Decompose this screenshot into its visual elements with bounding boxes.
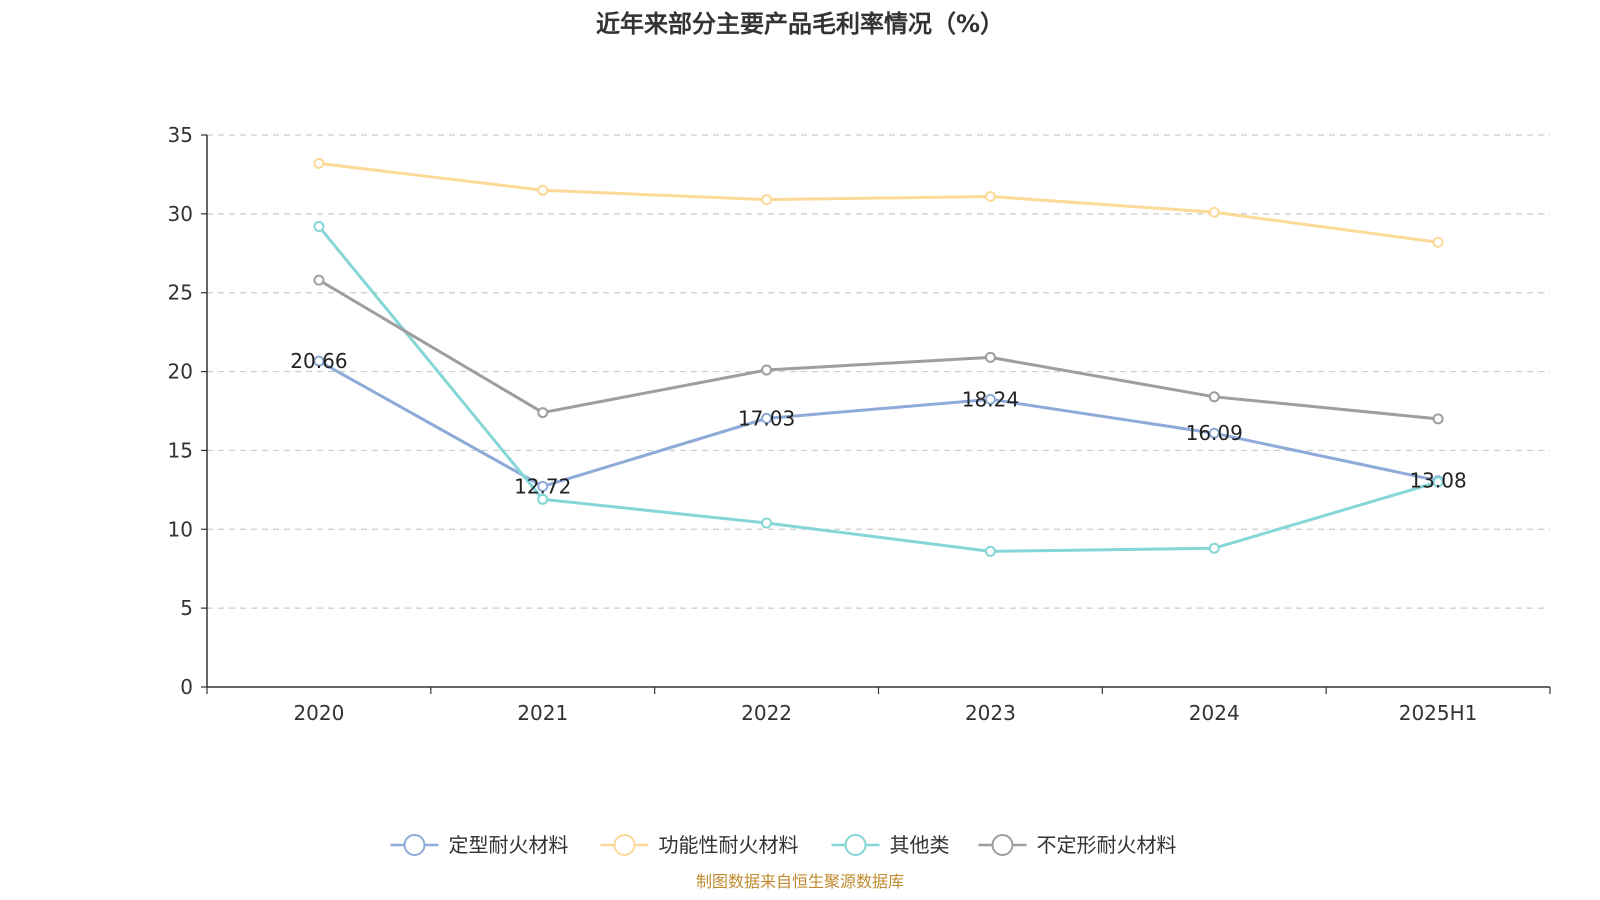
series-lines: [313, 157, 1444, 557]
legend: 定型耐火材料 功能性耐火材料 其他类 不定形耐火材料: [390, 833, 1177, 857]
y-tick-label: 35: [168, 123, 193, 147]
data-point: [1432, 236, 1444, 248]
legend-marker-icon: [613, 834, 636, 856]
series-line-0: [318, 359, 1439, 488]
y-tick-label: 5: [180, 596, 193, 620]
data-point: [984, 393, 996, 405]
data-point: [1208, 542, 1220, 554]
data-point: [1432, 413, 1444, 425]
y-tick-label: 20: [168, 360, 193, 384]
axes: 0 5 10 15 20 25 30 35 2020 2021 2022 2023 2024 2025H1: [168, 123, 1551, 725]
x-tick-label: 2024: [1189, 701, 1240, 725]
data-point: [313, 355, 325, 367]
legend-label: 功能性耐火材料: [659, 833, 799, 857]
data-point: [537, 184, 549, 196]
y-tick-label: 25: [168, 281, 193, 305]
data-point: [1208, 427, 1220, 439]
legend-label: 不定形耐火材料: [1037, 833, 1177, 857]
legend-marker-icon: [991, 834, 1014, 856]
y-tick-label: 10: [168, 517, 193, 541]
data-label: 18.24: [962, 387, 1019, 411]
data-point: [984, 545, 996, 557]
data-point: [537, 480, 549, 492]
x-tick-label: 2022: [741, 701, 792, 725]
legend-label: 其他类: [890, 833, 950, 857]
legend-label: 定型耐火材料: [449, 833, 569, 857]
data-point: [984, 191, 996, 203]
legend-marker-icon: [403, 834, 426, 856]
data-point: [761, 364, 773, 376]
data-point: [313, 274, 325, 286]
data-point: [313, 220, 325, 232]
data-point: [984, 351, 996, 363]
x-tick-label: 2020: [293, 701, 344, 725]
grid-lines: [207, 134, 1550, 609]
data-point: [761, 517, 773, 529]
data-label: 16.09: [1186, 421, 1243, 445]
source-note: 制图数据来自恒生聚源数据库: [696, 872, 904, 891]
data-labels: 20.66 12.72 17.03 18.24 16.09 13.08: [290, 349, 1466, 498]
data-point: [1432, 476, 1444, 488]
data-label: 17.03: [738, 406, 795, 430]
legend-item-1[interactable]: 功能性耐火材料: [600, 833, 799, 857]
data-point: [761, 412, 773, 424]
series-line-2: [317, 225, 1439, 553]
legend-marker-icon: [844, 834, 867, 856]
series-line-1: [318, 161, 1439, 244]
data-point: [761, 194, 773, 206]
data-point: [537, 407, 549, 419]
data-point: [313, 157, 325, 169]
data-label: 20.66: [290, 349, 347, 373]
legend-item-0[interactable]: 定型耐火材料: [390, 833, 569, 857]
chart-title: 近年来部分主要产品毛利率情况（%）: [596, 10, 1004, 38]
legend-item-3[interactable]: 不定形耐火材料: [978, 833, 1177, 857]
y-tick-label: 30: [168, 202, 193, 226]
data-label: 13.08: [1409, 469, 1466, 493]
series-line-3: [318, 278, 1439, 421]
x-tick-label: 2025H1: [1399, 701, 1478, 725]
y-tick-label: 15: [168, 438, 193, 462]
data-label: 12.72: [514, 474, 571, 498]
data-point: [537, 493, 549, 505]
data-point: [1208, 391, 1220, 403]
x-tick-label: 2021: [517, 701, 568, 725]
data-point: [1208, 206, 1220, 218]
x-tick-label: 2023: [965, 701, 1016, 725]
y-tick-label: 0: [180, 675, 193, 699]
legend-item-2[interactable]: 其他类: [831, 833, 950, 857]
